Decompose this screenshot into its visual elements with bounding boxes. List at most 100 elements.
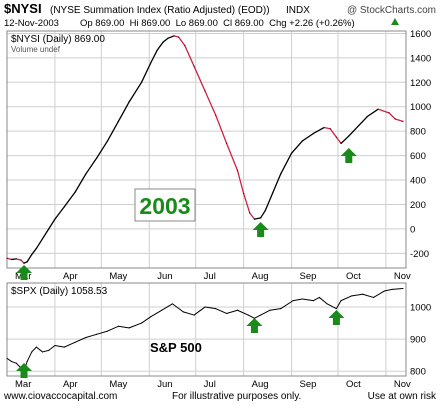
nysi-line-segment [10, 258, 17, 261]
spx-data-point [54, 345, 56, 347]
spx-line-segment [74, 337, 87, 343]
nysi-line-segment [215, 114, 228, 145]
spx-line-segment [85, 333, 98, 339]
spx-line-segment [226, 309, 238, 314]
nysi-data-point [193, 65, 195, 67]
nysi-data-point [96, 157, 98, 159]
nysi-line-segment [329, 128, 338, 138]
spx-data-point [117, 325, 119, 327]
x-tick-label: Oct [346, 379, 361, 390]
bottom-y-axis: 800 900 1000 [410, 303, 431, 378]
nysi-line-segment [204, 90, 217, 116]
nysi-line-segment [20, 259, 25, 264]
spx-line-segment [312, 296, 320, 302]
spx-data-point [31, 351, 33, 353]
nysi-data-point [26, 261, 28, 263]
nysi-data-point [31, 254, 33, 256]
nysi-data-point [162, 41, 164, 43]
nysi-data-point [107, 140, 109, 142]
nysi-line-segment [54, 206, 65, 220]
nysi-line-segment [106, 120, 119, 142]
nysi-data-point [63, 206, 65, 208]
quote-date: 12-Nov-2003 [4, 18, 59, 29]
spx-line-segment [326, 303, 337, 310]
spx-line-segment [96, 330, 109, 335]
spx-line-segment [171, 303, 184, 313]
spx-line-segment [107, 325, 119, 332]
nysi-line-segment [272, 173, 282, 193]
spx-line-segment [383, 288, 393, 292]
nysi-legend: $NYSI (Daily) 869.00 [11, 34, 105, 45]
y-tick-label: 1000 [410, 303, 431, 314]
nysi-line-segment [264, 191, 274, 212]
nysi-line-segment [178, 36, 186, 47]
nysi-line-segment [156, 41, 164, 52]
nysi-data-point [150, 62, 152, 64]
spx-data-point [383, 290, 385, 292]
x-tick-label: Apr [63, 379, 78, 390]
nysi-data-point [85, 173, 87, 175]
top-panel-frame [6, 30, 407, 269]
up-arrow-icon [252, 222, 269, 237]
spx-line-segment [6, 357, 13, 363]
nysi-data-point [42, 238, 44, 240]
spx-data-point [292, 300, 294, 302]
spx-data-point [340, 300, 342, 302]
spx-line-segment [35, 346, 44, 353]
nysi-data-point [236, 169, 238, 171]
spx-line-segment [11, 361, 17, 364]
spx-line-segment [117, 325, 130, 329]
spx-data-point [128, 327, 130, 329]
nysi-data-point [348, 135, 350, 137]
spx-data-point [301, 298, 303, 300]
spx-line-segment [391, 287, 404, 290]
nysi-data-point [226, 142, 228, 144]
x-tick-label: Aug [252, 271, 269, 282]
bottom-x-axis: Mar Apr May Jun Jul Aug Sep Oct Nov [15, 379, 411, 390]
spx-line-segment [204, 306, 217, 310]
nysi-data-point [253, 218, 255, 220]
nysi-data-point [340, 142, 342, 144]
nysi-line-segment [280, 152, 293, 175]
nysi-data-point [74, 191, 76, 193]
x-tick-label: Aug [252, 379, 269, 390]
copyright-label: @ StockCharts.com [347, 5, 436, 16]
nysi-line-segment [150, 49, 158, 64]
nysi-data-point [141, 81, 143, 83]
nysi-line-segment [63, 191, 76, 208]
nysi-data-point [402, 120, 404, 122]
nysi-data-point [243, 192, 245, 194]
nysi-line-segment [253, 217, 262, 220]
nysi-data-point [6, 257, 8, 259]
y-tick-label: 1400 [410, 53, 431, 64]
nysi-data-point [329, 128, 331, 130]
y-tick-label: 1200 [410, 78, 431, 89]
spx-data-point [373, 296, 375, 298]
nysi-data-point [366, 116, 368, 118]
spx-line-segment [54, 345, 65, 348]
x-tick-label: Nov [394, 379, 411, 390]
nysi-data-point [128, 101, 130, 103]
nysi-data-point [167, 37, 169, 39]
up-triangle-icon [391, 18, 399, 25]
up-arrow-icon [16, 363, 33, 378]
nysi-line-segment [312, 126, 325, 135]
spx-data-point [11, 361, 13, 363]
spx-data-point [351, 295, 353, 297]
sp500-annotation: S&P 500 [150, 340, 202, 355]
up-arrow-icon [340, 148, 357, 163]
nysi-line-segment [48, 218, 56, 230]
spx-data-point [402, 287, 404, 289]
y-tick-label: 800 [410, 367, 426, 378]
spx-line-segment [362, 293, 375, 298]
nysi-line-segment [96, 140, 109, 159]
nysi-line-segment [290, 140, 304, 154]
nysi-data-point [291, 152, 293, 154]
nysi-data-point [35, 247, 37, 249]
nysi-line-segment [377, 108, 390, 114]
nysi-line [6, 35, 404, 264]
spx-line-segment [269, 308, 282, 311]
volume-legend: Volume undef [11, 45, 61, 54]
spx-data-point [48, 349, 50, 351]
spx-data-point [141, 322, 143, 324]
